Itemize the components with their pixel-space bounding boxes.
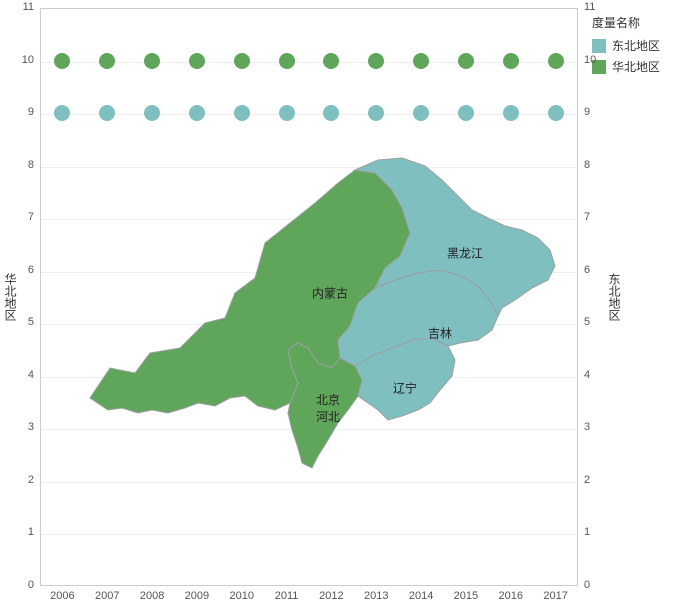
x-tick: 2007 — [95, 590, 119, 602]
data-point[interactable] — [323, 53, 339, 69]
legend: 度量名称 东北地区华北地区 — [592, 14, 660, 79]
x-tick: 2016 — [499, 590, 523, 602]
x-tick: 2006 — [50, 590, 74, 602]
y-axis-left-title: 华北地区 — [2, 273, 19, 321]
x-tick: 2015 — [454, 590, 478, 602]
x-tick: 2012 — [319, 590, 343, 602]
data-point[interactable] — [279, 105, 295, 121]
data-point[interactable] — [413, 53, 429, 69]
legend-label: 华北地区 — [612, 58, 660, 75]
y-tick-left: 7 — [16, 211, 34, 223]
y-tick-right: 11 — [584, 1, 595, 13]
y-tick-left: 0 — [16, 579, 34, 591]
y-tick-left: 4 — [16, 369, 34, 381]
data-point[interactable] — [323, 105, 339, 121]
y-tick-right: 5 — [584, 316, 590, 328]
data-point[interactable] — [368, 105, 384, 121]
y-tick-left: 3 — [16, 421, 34, 433]
data-point[interactable] — [144, 53, 160, 69]
x-tick: 2010 — [230, 590, 254, 602]
y-tick-right: 0 — [584, 579, 590, 591]
y-tick-right: 8 — [584, 159, 590, 171]
data-point[interactable] — [99, 105, 115, 121]
data-point[interactable] — [548, 53, 564, 69]
y-tick-left: 10 — [16, 54, 34, 66]
legend-label: 东北地区 — [612, 37, 660, 54]
y-tick-right: 3 — [584, 421, 590, 433]
y-tick-left: 6 — [16, 264, 34, 276]
x-tick: 2009 — [185, 590, 209, 602]
y-tick-left: 11 — [16, 1, 34, 13]
data-point[interactable] — [54, 53, 70, 69]
y-tick-right: 2 — [584, 474, 590, 486]
y-tick-left: 9 — [16, 106, 34, 118]
y-tick-left: 5 — [16, 316, 34, 328]
data-point[interactable] — [99, 53, 115, 69]
data-point[interactable] — [503, 105, 519, 121]
legend-item[interactable]: 东北地区 — [592, 37, 660, 54]
data-point[interactable] — [234, 53, 250, 69]
data-point[interactable] — [279, 53, 295, 69]
map-layer — [40, 8, 578, 586]
data-point[interactable] — [54, 105, 70, 121]
x-tick: 2014 — [409, 590, 433, 602]
legend-swatch — [592, 39, 606, 53]
data-point[interactable] — [189, 53, 205, 69]
y-tick-left: 1 — [16, 526, 34, 538]
legend-item[interactable]: 华北地区 — [592, 58, 660, 75]
data-point[interactable] — [458, 105, 474, 121]
y-tick-right: 10 — [584, 54, 596, 66]
x-tick: 2008 — [140, 590, 164, 602]
y-tick-right: 6 — [584, 264, 590, 276]
x-tick: 2011 — [275, 590, 299, 602]
y-tick-left: 8 — [16, 159, 34, 171]
data-point[interactable] — [413, 105, 429, 121]
data-point[interactable] — [144, 105, 160, 121]
x-tick: 2017 — [543, 590, 567, 602]
y-tick-right: 1 — [584, 526, 590, 538]
data-point[interactable] — [503, 53, 519, 69]
x-tick: 2013 — [364, 590, 388, 602]
data-point[interactable] — [189, 105, 205, 121]
y-axis-right-title: 东北地区 — [606, 273, 623, 321]
chart-container: { "chart": { "type": "scatter-on-map", "… — [0, 0, 695, 613]
y-tick-left: 2 — [16, 474, 34, 486]
y-tick-right: 7 — [584, 211, 590, 223]
y-tick-right: 4 — [584, 369, 590, 381]
data-point[interactable] — [234, 105, 250, 121]
legend-title: 度量名称 — [592, 14, 660, 31]
y-tick-right: 9 — [584, 106, 590, 118]
data-point[interactable] — [548, 105, 564, 121]
data-point[interactable] — [458, 53, 474, 69]
data-point[interactable] — [368, 53, 384, 69]
